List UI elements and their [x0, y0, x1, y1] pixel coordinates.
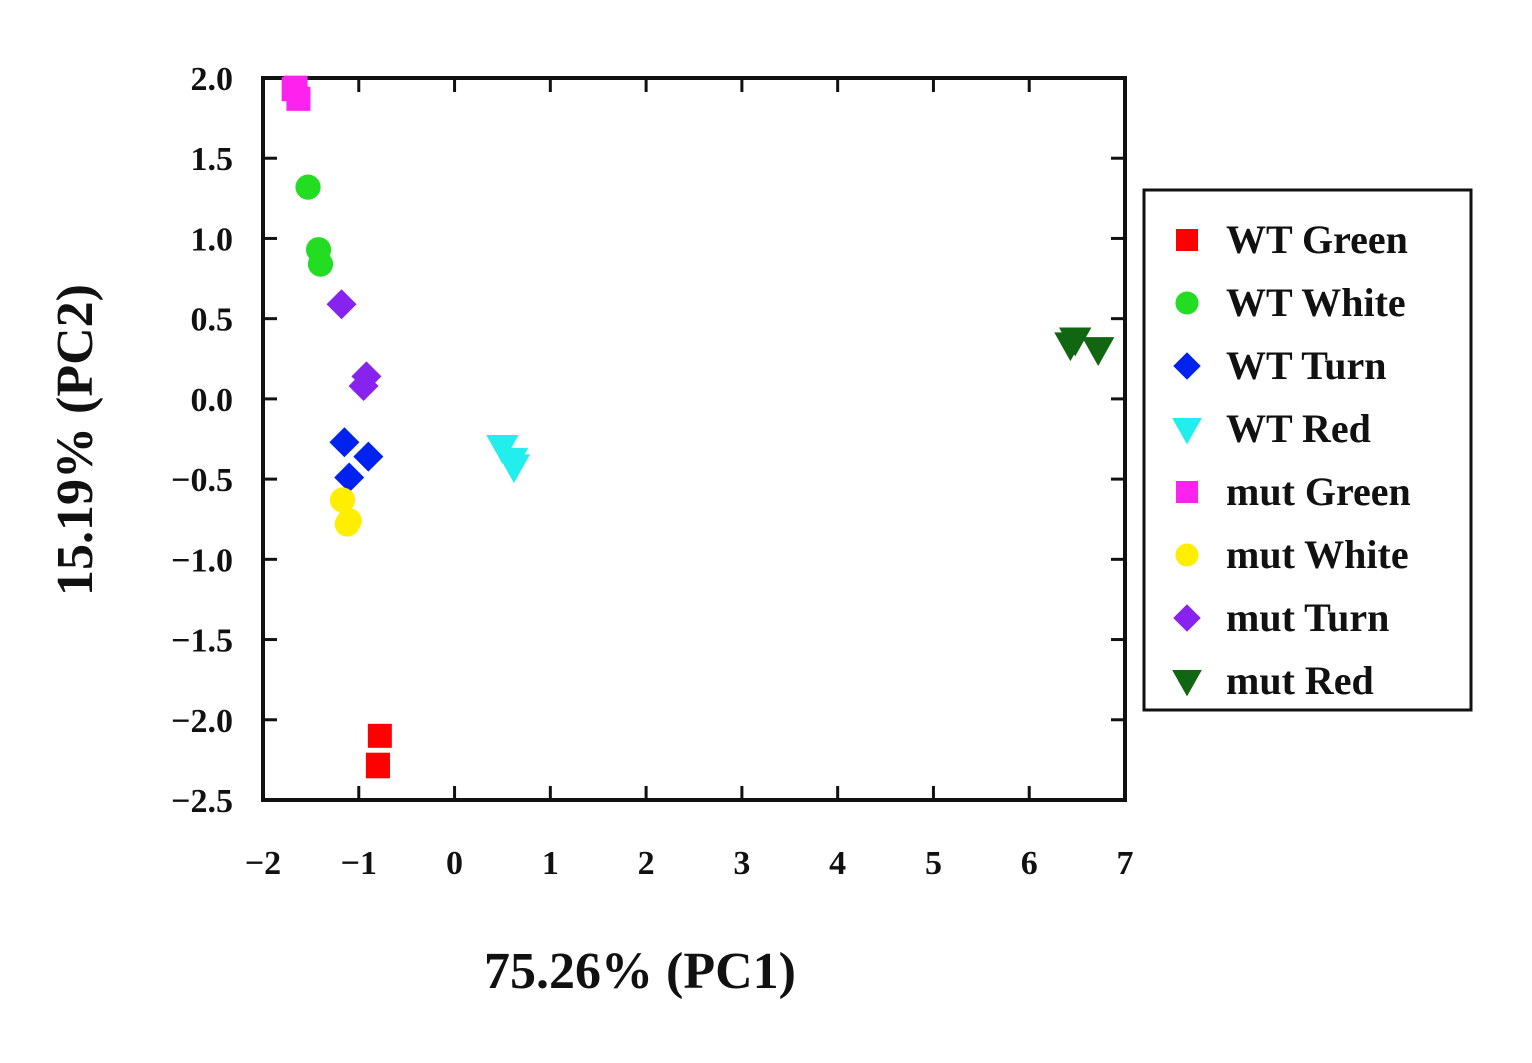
y-tick-label: −1.5 — [171, 623, 233, 660]
y-axis-title: 15.19% (PC2) — [47, 284, 104, 596]
data-point-mut-white — [336, 508, 362, 534]
x-tick-label: 3 — [733, 845, 750, 882]
legend: WT Green WT White WT Turn WT Red mut Green mu… — [1142, 188, 1473, 712]
data-point-wt-turn — [353, 441, 384, 472]
y-tick-label: 0.0 — [191, 382, 234, 419]
data-point-wt-green — [365, 752, 390, 777]
y-tick-label: 1.0 — [191, 221, 234, 258]
legend-label-wt-turn: WT Turn — [1226, 343, 1387, 388]
legend-label-mut-green: mut Green — [1226, 469, 1411, 514]
legend-marker-mut-green — [1176, 481, 1198, 503]
y-tick-label: −1.0 — [171, 542, 233, 579]
legend-label-mut-red: mut Red — [1226, 658, 1374, 703]
data-point-mut-turn — [326, 289, 357, 320]
legend-marker-wt-white — [1175, 291, 1199, 315]
data-points — [281, 75, 1115, 779]
y-tick-label: 0.5 — [191, 302, 234, 339]
legend-marker-mut-turn — [1173, 604, 1201, 632]
legend-marker-wt-red — [1172, 418, 1202, 445]
data-point-mut-turn — [348, 371, 379, 402]
data-point-mut-red — [1081, 337, 1115, 366]
data-point-mut-white — [329, 487, 356, 513]
legend-label-wt-white: WT White — [1226, 280, 1406, 325]
legend-label-wt-red: WT Red — [1226, 406, 1371, 451]
x-tick-label: 7 — [1117, 845, 1134, 882]
x-tick-label: 6 — [1021, 845, 1038, 882]
legend-label-mut-white: mut White — [1226, 532, 1409, 577]
y-tick-label: 2.0 — [191, 61, 234, 98]
data-point-wt-turn — [329, 427, 360, 458]
x-tick-label: 4 — [829, 845, 846, 882]
legend-label-wt-green: WT Green — [1226, 217, 1408, 262]
data-point-wt-turn — [334, 462, 365, 493]
y-tick-label: −2.5 — [171, 783, 233, 820]
legend-label-mut-turn: mut Turn — [1226, 595, 1389, 640]
x-tick-label: 2 — [638, 845, 655, 882]
x-tick-label: 0 — [446, 845, 463, 882]
y-tick-label: −2.0 — [171, 703, 233, 740]
legend-marker-mut-red — [1172, 670, 1202, 697]
x-axis-title: 75.26% (PC1) — [484, 943, 796, 1000]
legend-marker-mut-white — [1175, 543, 1199, 567]
x-tick-label: −2 — [245, 845, 281, 882]
legend-marker-wt-turn — [1173, 352, 1201, 380]
data-point-wt-white — [307, 251, 334, 277]
data-point-wt-red — [497, 454, 531, 484]
legend-box — [1142, 188, 1473, 712]
data-point-mut-green — [281, 77, 306, 102]
legend-marker-wt-green — [1176, 229, 1198, 251]
x-axis: −2 −1 0 1 2 3 4 5 6 7 — [245, 78, 1134, 882]
y-tick-label: 1.5 — [191, 141, 234, 178]
data-point-wt-green — [367, 723, 392, 748]
y-axis: 2.0 1.5 1.0 0.5 0.0 −0.5 −1.0 −1.5 −2.0 −2.5 — [171, 61, 1125, 820]
y-tick-label: −0.5 — [171, 462, 233, 499]
plot-frame — [261, 76, 1127, 802]
data-point-wt-white — [295, 174, 321, 200]
x-tick-label: 1 — [542, 845, 559, 882]
x-tick-label: 5 — [925, 845, 942, 882]
plot-area — [261, 76, 1127, 802]
data-point-mut-red — [1054, 332, 1087, 362]
x-tick-label: −1 — [341, 845, 377, 882]
